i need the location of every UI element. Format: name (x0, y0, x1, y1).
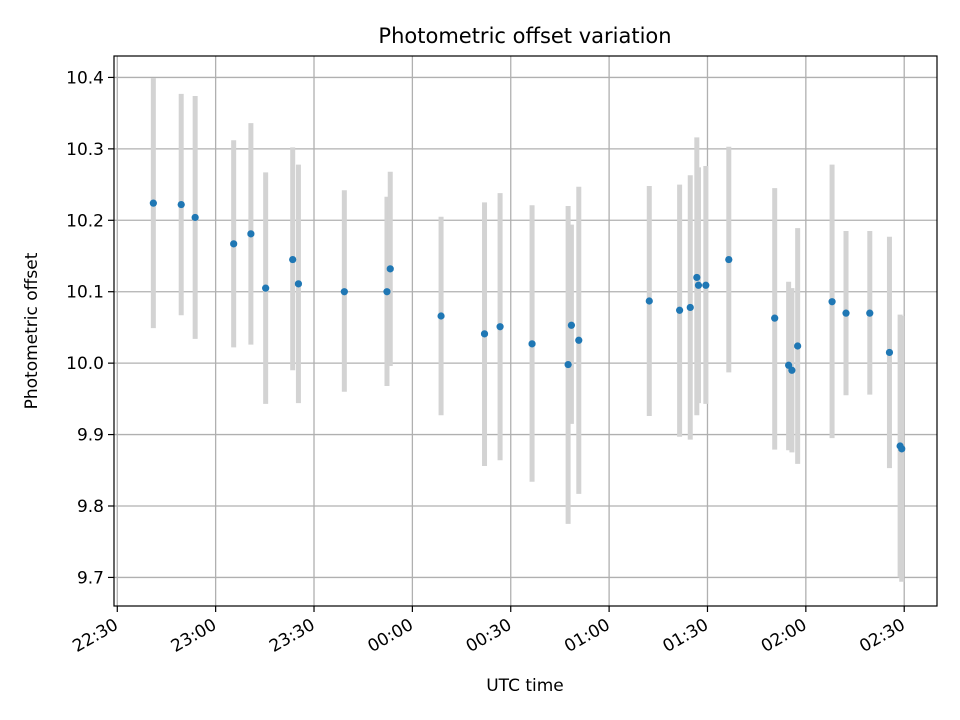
data-point (340, 288, 348, 296)
data-point (702, 281, 710, 289)
y-tick-label: 10.2 (66, 211, 104, 231)
x-tick-label: 02:30 (856, 615, 908, 657)
y-axis-ticks: 9.7 9.8 9.9 10.0 10.1 10.2 10.3 10.4 (66, 68, 114, 588)
data-point (496, 323, 504, 331)
y-tick-label: 10.0 (66, 354, 104, 374)
x-tick-label: 22:30 (69, 615, 121, 657)
data-point (149, 199, 157, 207)
y-axis-label: Photometric offset (22, 252, 42, 409)
data-point (564, 360, 572, 369)
data-point (437, 312, 445, 320)
x-tick-label: 02:00 (758, 615, 810, 657)
data-point (788, 366, 796, 374)
x-tick-label: 00:30 (463, 615, 515, 657)
y-tick-label: 10.1 (66, 283, 104, 303)
y-tick-label: 10.4 (66, 68, 104, 88)
y-tick-label: 9.8 (77, 497, 104, 517)
x-tick-label: 23:30 (266, 615, 318, 657)
data-point (191, 213, 199, 222)
x-axis-label: UTC time (486, 676, 564, 696)
x-tick-label: 00:00 (364, 615, 416, 657)
data-point (262, 284, 270, 292)
plot-frame (113, 55, 938, 607)
y-tick-label: 9.9 (77, 426, 104, 446)
data-point (645, 297, 653, 305)
data-points (149, 199, 906, 453)
data-point (842, 309, 850, 317)
data-point (898, 445, 906, 453)
data-point (386, 265, 394, 273)
grid-lines (114, 56, 937, 606)
data-point (480, 330, 489, 338)
data-point (771, 314, 779, 322)
data-point (247, 230, 255, 238)
data-point (230, 240, 238, 248)
data-point (694, 281, 703, 289)
y-tick-label: 9.7 (77, 568, 104, 588)
data-point (794, 342, 802, 350)
data-point (676, 306, 684, 314)
data-point (567, 321, 576, 329)
data-point (575, 336, 583, 344)
data-point (725, 255, 733, 264)
y-tick-label: 10.3 (66, 140, 104, 160)
data-point (866, 309, 874, 317)
data-point (686, 303, 694, 312)
data-point (828, 298, 836, 306)
data-point (885, 348, 894, 357)
data-point (383, 288, 391, 296)
data-point (294, 280, 303, 288)
x-tick-label: 01:30 (660, 615, 712, 657)
data-point (693, 273, 701, 282)
data-point (289, 255, 297, 264)
data-point (528, 340, 536, 348)
chart-title: Photometric offset variation (378, 24, 671, 48)
data-point (177, 200, 185, 209)
x-tick-label: 23:00 (168, 615, 220, 657)
x-tick-label: 01:00 (561, 615, 613, 657)
x-axis-ticks: 22:30 23:00 23:30 00:00 00:30 01:00 01:30 02:00… (69, 606, 909, 657)
